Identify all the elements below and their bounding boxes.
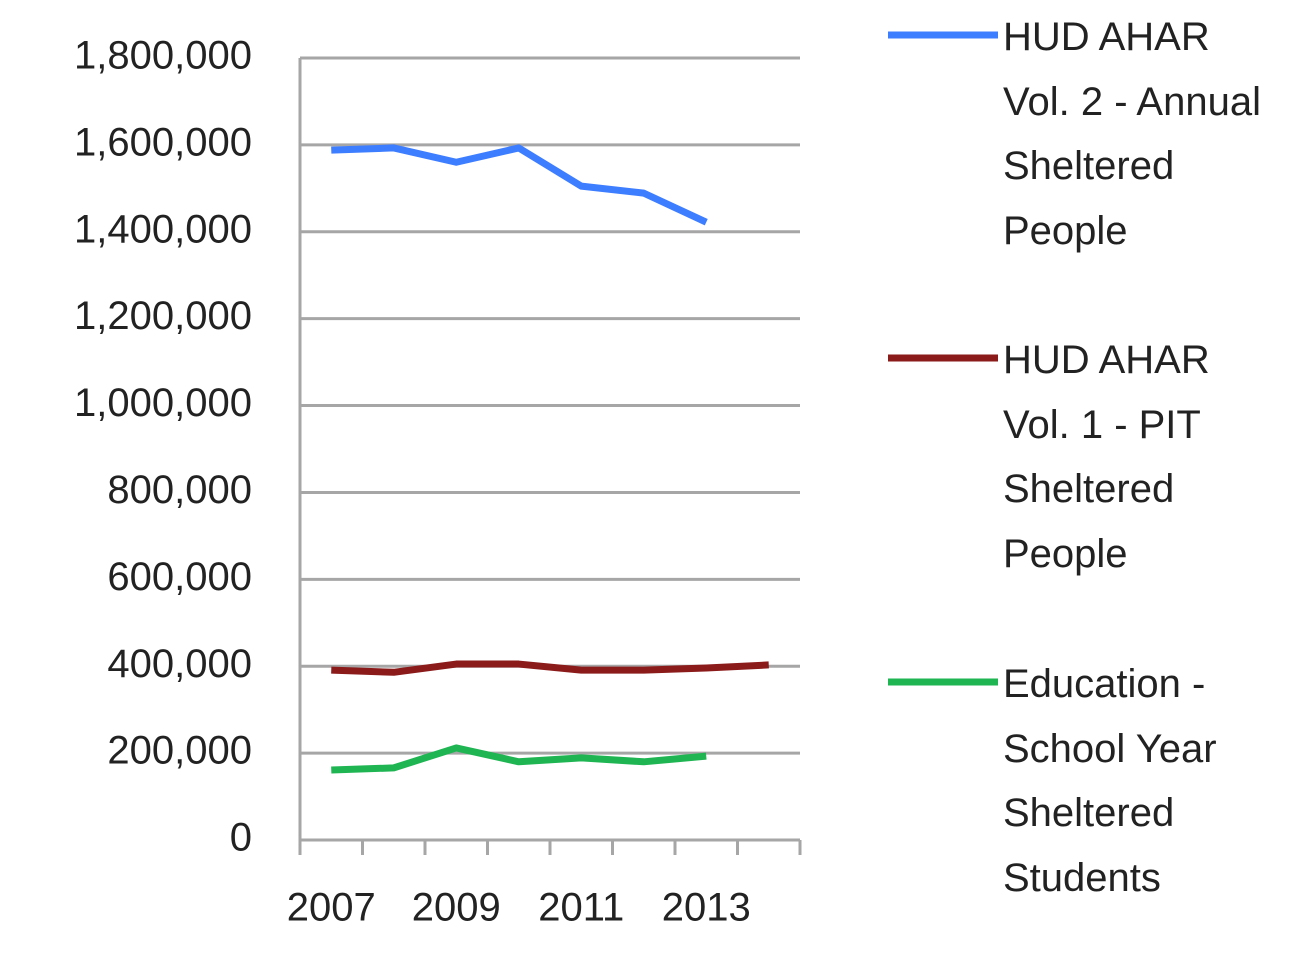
x-tick-label: 2007 (287, 886, 376, 930)
y-tick-label: 800,000 (107, 468, 252, 512)
legend-label: Education - School Year Sheltered Studen… (1003, 662, 1217, 900)
legend-label: HUD AHAR Vol. 2 - Annual Sheltered Peopl… (1003, 15, 1261, 253)
x-tick-label: 2009 (412, 886, 501, 930)
y-tick-label: 400,000 (107, 642, 252, 686)
y-tick-label: 1,000,000 (74, 381, 252, 425)
x-tick-label: 2011 (538, 886, 624, 930)
y-tick-label: 1,800,000 (74, 34, 252, 78)
y-tick-label: 1,400,000 (74, 207, 252, 251)
y-tick-label: 1,200,000 (74, 294, 252, 338)
series-line (331, 144, 708, 226)
y-tick-label: 200,000 (107, 729, 252, 773)
y-tick-label: 1,600,000 (74, 120, 252, 164)
y-tick-label: 600,000 (107, 555, 252, 599)
x-tick-label: 2013 (662, 886, 751, 930)
series-line (331, 744, 707, 774)
series-line (331, 660, 769, 676)
y-tick-label: 0 (230, 816, 252, 860)
legend-label: HUD AHAR Vol. 1 - PIT Sheltered People (1003, 338, 1210, 576)
